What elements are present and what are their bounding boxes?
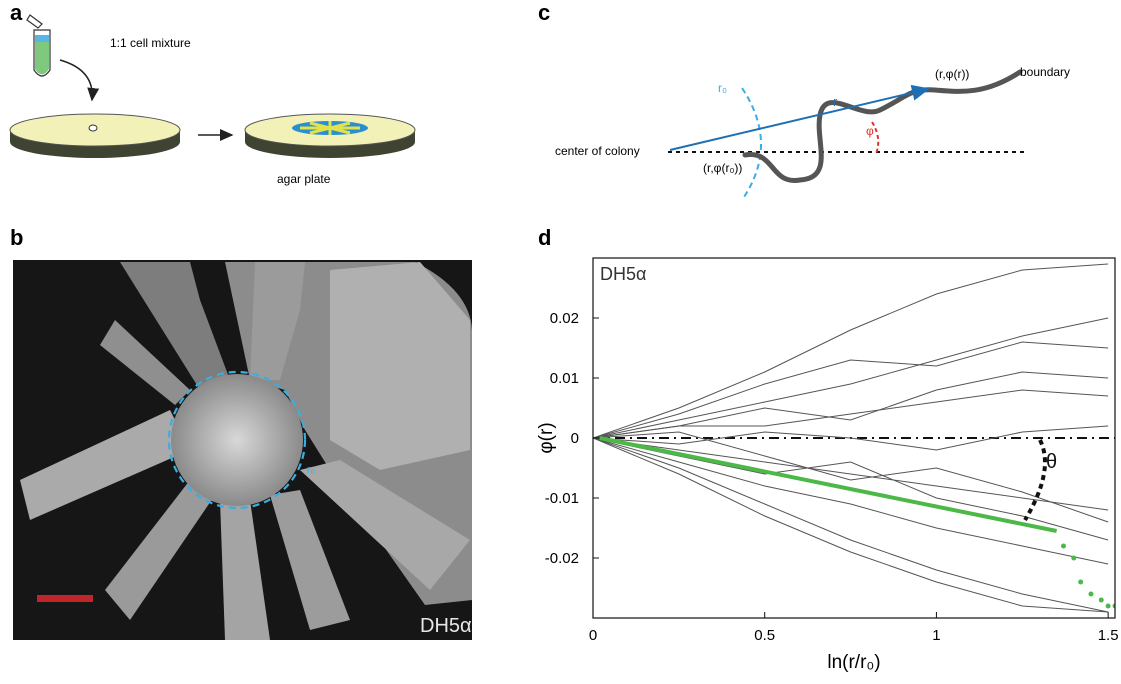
trajectory [593,426,1108,450]
panel-label: b [10,225,23,250]
annotation: DH5α [420,615,472,637]
r0-arc [742,88,761,200]
fit-dot [1099,598,1104,603]
trajectory [593,438,1108,510]
trajectory [593,438,1108,564]
x-tick-label: 1.5 [1098,627,1119,644]
annotation: (r,φ(r)) [935,67,969,81]
fit-dot [1071,556,1076,561]
trajectory [593,390,1108,438]
annotation: r₀ [307,464,315,476]
annotation: agar plate [277,172,331,186]
agar-plate [10,114,180,158]
trajectory [593,432,1108,522]
trajectory [593,372,1108,438]
boundary-curve [745,72,1020,180]
annotation: r [833,94,838,109]
panel-label: a [10,0,23,25]
arrow [60,60,92,100]
x-tick-label: 1 [932,627,940,644]
fit-dot [1061,544,1066,549]
y-tick-label: 0.01 [550,370,579,387]
annotation: θ [1046,451,1057,473]
fit-dot [1106,604,1111,609]
x-tick-label: 0.5 [754,627,775,644]
x-axis-label: ln(r/r₀) [827,652,880,673]
colony-image [13,260,472,640]
y-tick-label: 0 [571,430,579,447]
y-tick-label: 0.02 [550,310,579,327]
panel-label: c [538,0,550,25]
plot [593,264,1118,612]
r-vector [670,89,928,150]
annotation: (r,φ(r₀)) [703,161,742,175]
agar-plate [245,114,415,158]
fit-dot [1088,592,1093,597]
annotation: DH5α [600,264,646,284]
figure: a 1:1 cell mixture agar plate b r [0,0,1121,679]
annotation: r₀ [718,81,727,95]
x-tick-label: 0 [589,627,597,644]
y-tick-label: -0.02 [545,550,579,567]
tube [27,15,50,76]
fit-line [600,438,1057,531]
annotation: center of colony [555,144,640,158]
theta-arc [1025,440,1045,520]
annotation: boundary [1020,65,1070,79]
annotation: φ [866,124,874,138]
fit-dot [1078,580,1083,585]
trajectory [593,264,1108,438]
y-axis-label: φ(r) [536,422,557,453]
trajectory [593,342,1108,438]
panel-label: d [538,225,551,250]
y-tick-label: -0.01 [545,490,579,507]
annotation: 1:1 cell mixture [110,36,191,50]
